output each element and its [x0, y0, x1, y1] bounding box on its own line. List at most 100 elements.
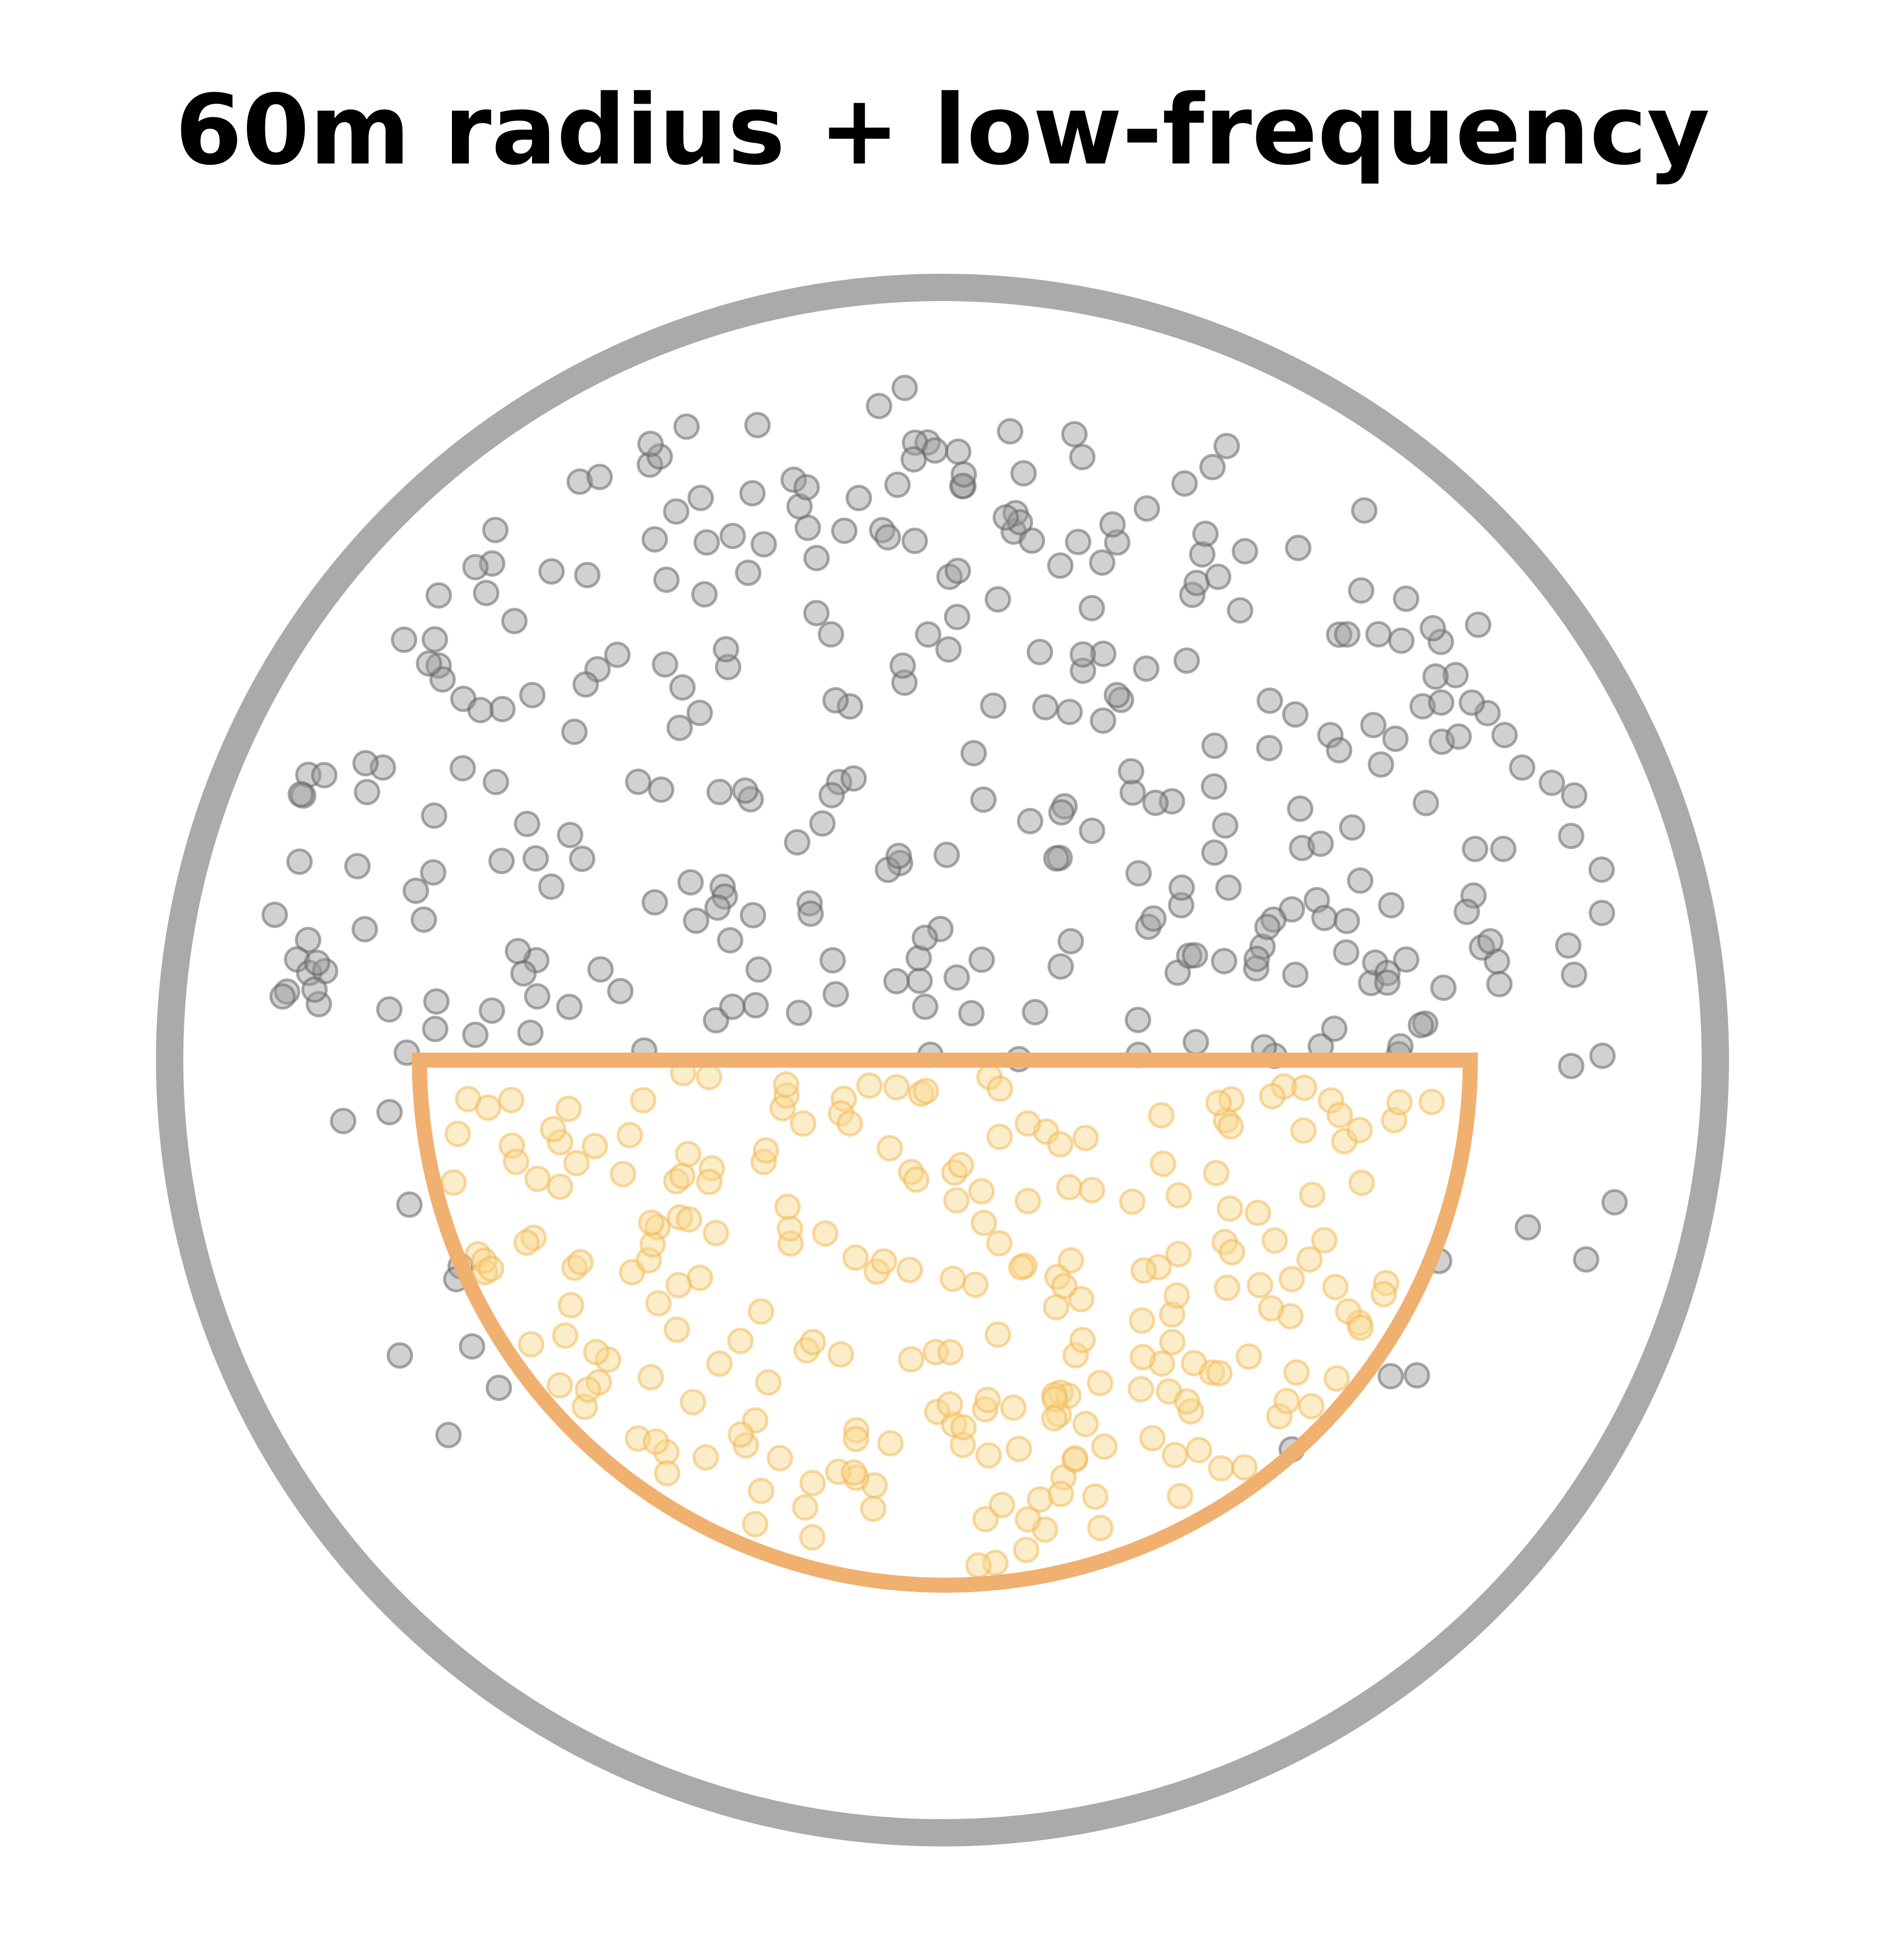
outside-point	[556, 994, 583, 1021]
outside-point	[652, 651, 679, 678]
outside-point	[488, 848, 515, 874]
outside-point	[1601, 1189, 1628, 1216]
inside-point	[898, 1346, 925, 1372]
half-disc-outline	[411, 1053, 1478, 1593]
outside-point	[1377, 1363, 1404, 1389]
outside-point	[1382, 725, 1409, 752]
inside-point	[940, 1266, 966, 1292]
inside-point	[1299, 1182, 1326, 1209]
outside-point	[1211, 947, 1238, 974]
inside-point	[1150, 1151, 1176, 1177]
outside-point	[706, 778, 733, 805]
inside-point	[630, 1087, 656, 1114]
outside-point	[1287, 795, 1313, 822]
outside-point	[1453, 898, 1480, 925]
outside-point	[386, 1342, 413, 1369]
outside-point	[587, 956, 614, 983]
outside-point	[750, 531, 777, 558]
inside-point	[696, 1168, 722, 1195]
inside-point	[610, 1160, 636, 1187]
outside-point	[1069, 641, 1096, 668]
outside-point	[1090, 707, 1116, 734]
outside-point	[997, 418, 1024, 445]
outside-point	[1065, 529, 1091, 555]
outside-point	[1061, 421, 1088, 448]
outside-point	[1490, 835, 1516, 862]
outside-point	[519, 682, 546, 709]
outside-point	[958, 1000, 985, 1027]
inside-point	[1180, 1350, 1207, 1377]
inside-point	[912, 1078, 939, 1104]
outside-point	[1378, 892, 1405, 919]
outside-point	[1227, 597, 1254, 624]
outside-point	[416, 650, 443, 677]
inside-point	[1259, 1083, 1286, 1110]
outside-point	[911, 924, 938, 951]
outside-point	[840, 765, 867, 792]
outside-point	[1445, 723, 1472, 750]
inside-point	[1348, 1169, 1375, 1196]
inside-point	[1131, 1257, 1157, 1284]
outer-radius-circle	[156, 274, 1729, 1846]
outside-point	[742, 992, 769, 1019]
outside-point	[1393, 585, 1419, 612]
inside-point	[748, 1478, 775, 1504]
outside-point	[352, 916, 378, 943]
outside-point	[1360, 712, 1387, 738]
outside-point	[422, 1015, 449, 1042]
inside-point	[950, 1414, 977, 1441]
outside-point	[482, 516, 509, 543]
outside-point	[786, 493, 813, 520]
outside-point	[391, 626, 418, 653]
inside-point	[1246, 1272, 1273, 1298]
outside-point	[889, 652, 916, 679]
inside-point	[574, 1376, 601, 1403]
inside-point	[812, 1220, 839, 1247]
inside-point	[638, 1209, 665, 1236]
outside-point	[1089, 549, 1115, 576]
outside-point	[1422, 663, 1449, 690]
outside-point	[1282, 701, 1309, 728]
inside-point	[883, 1074, 910, 1101]
outside-point	[980, 692, 1007, 719]
inside-point	[1091, 1433, 1118, 1460]
inside-point	[1130, 1344, 1156, 1371]
outside-point	[780, 466, 807, 493]
outside-point	[1205, 564, 1231, 590]
outside-point	[704, 894, 731, 921]
inside-point	[965, 1552, 992, 1579]
outside-point	[524, 983, 550, 1010]
outside-point	[793, 474, 820, 501]
outside-point	[1099, 511, 1126, 538]
outside-point	[1339, 814, 1366, 841]
inside-point	[777, 1215, 803, 1242]
outside-point	[1368, 751, 1394, 778]
inside-point	[1165, 1241, 1192, 1267]
outside-point	[653, 566, 680, 593]
inside-point	[972, 1396, 999, 1423]
inside-point	[1258, 1295, 1285, 1322]
outside-point	[819, 782, 845, 808]
outside-point	[435, 1421, 462, 1448]
inside-point	[1266, 1403, 1293, 1430]
outside-point	[1181, 942, 1208, 969]
inside-point	[1041, 1405, 1068, 1432]
inside-point	[1087, 1370, 1114, 1396]
inside-point	[1041, 1386, 1068, 1413]
inside-point	[1418, 1088, 1445, 1115]
outside-point	[1256, 687, 1283, 714]
outside-point	[803, 600, 830, 627]
outside-point	[1430, 974, 1457, 1001]
outside-point	[866, 392, 893, 419]
inside-point	[654, 1460, 680, 1486]
outside-point	[1509, 754, 1535, 781]
inside-point	[828, 1341, 854, 1368]
inside-point	[1346, 1117, 1373, 1143]
outside-point	[566, 468, 593, 495]
inside-point	[1148, 1102, 1175, 1129]
inside-point	[669, 1163, 696, 1190]
outside-point	[1347, 867, 1374, 894]
outside-point	[1140, 905, 1167, 932]
outside-point	[467, 697, 494, 724]
inside-point	[1322, 1274, 1349, 1300]
